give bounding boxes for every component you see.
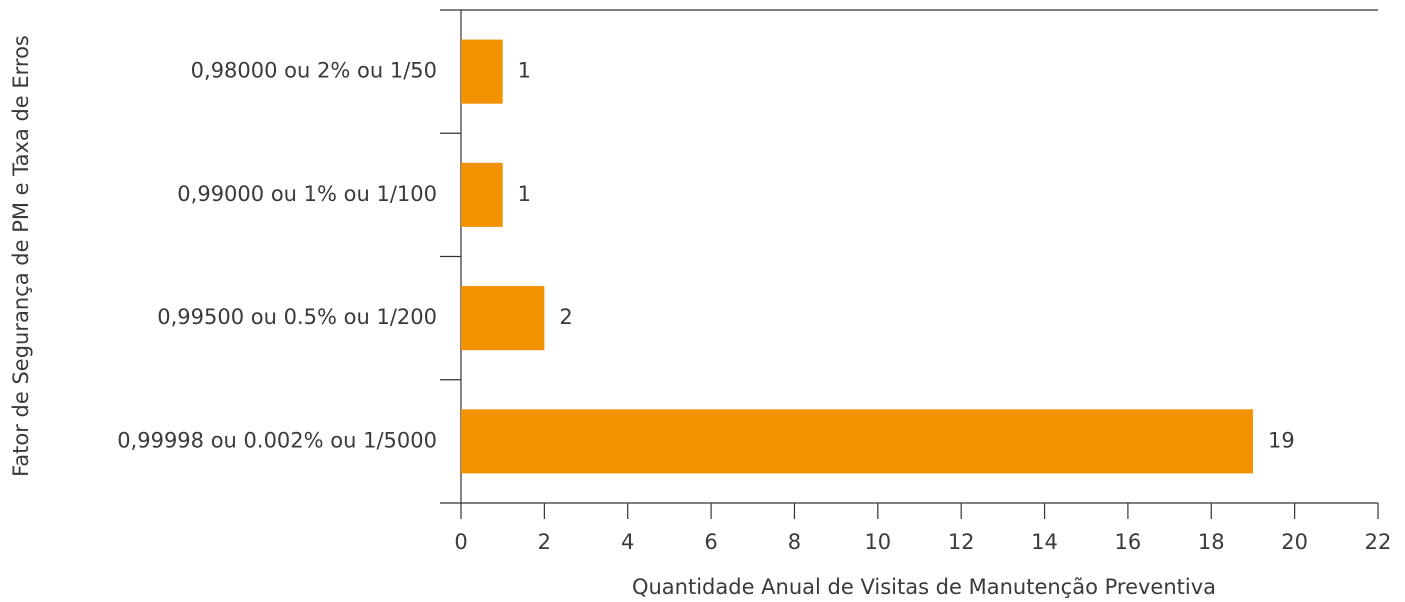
x-tick-label: 10 — [864, 530, 891, 554]
x-tick-label: 18 — [1198, 530, 1225, 554]
y-tick-label: 0,99500 ou 0.5% ou 1/200 — [157, 305, 437, 329]
value-label: 1 — [518, 59, 531, 83]
y-tick-label: 0,98000 ou 2% ou 1/50 — [191, 59, 437, 83]
x-tick-label: 14 — [1031, 530, 1058, 554]
bar — [461, 162, 503, 227]
x-axis-label: Quantidade Anual de Visitas de Manutençã… — [632, 575, 1216, 599]
y-axis-label: Fator de Segurança de PM e Taxa de Erros — [9, 35, 33, 477]
x-tick-label: 4 — [621, 530, 634, 554]
value-label: 19 — [1268, 428, 1295, 452]
x-tick-label: 22 — [1365, 530, 1392, 554]
x-tick-label: 20 — [1281, 530, 1308, 554]
x-tick-label: 2 — [538, 530, 551, 554]
value-label: 2 — [559, 305, 572, 329]
x-tick-label: 16 — [1115, 530, 1142, 554]
bar — [461, 286, 545, 351]
x-tick-label: 8 — [788, 530, 801, 554]
x-tick-label: 12 — [948, 530, 975, 554]
bar — [461, 39, 503, 104]
x-tick-label: 0 — [454, 530, 467, 554]
bar — [461, 409, 1253, 474]
value-label: 1 — [518, 182, 531, 206]
y-tick-label: 0,99998 ou 0.002% ou 1/5000 — [117, 428, 437, 452]
y-tick-label: 0,99000 ou 1% ou 1/100 — [177, 182, 437, 206]
x-tick-label: 6 — [704, 530, 717, 554]
